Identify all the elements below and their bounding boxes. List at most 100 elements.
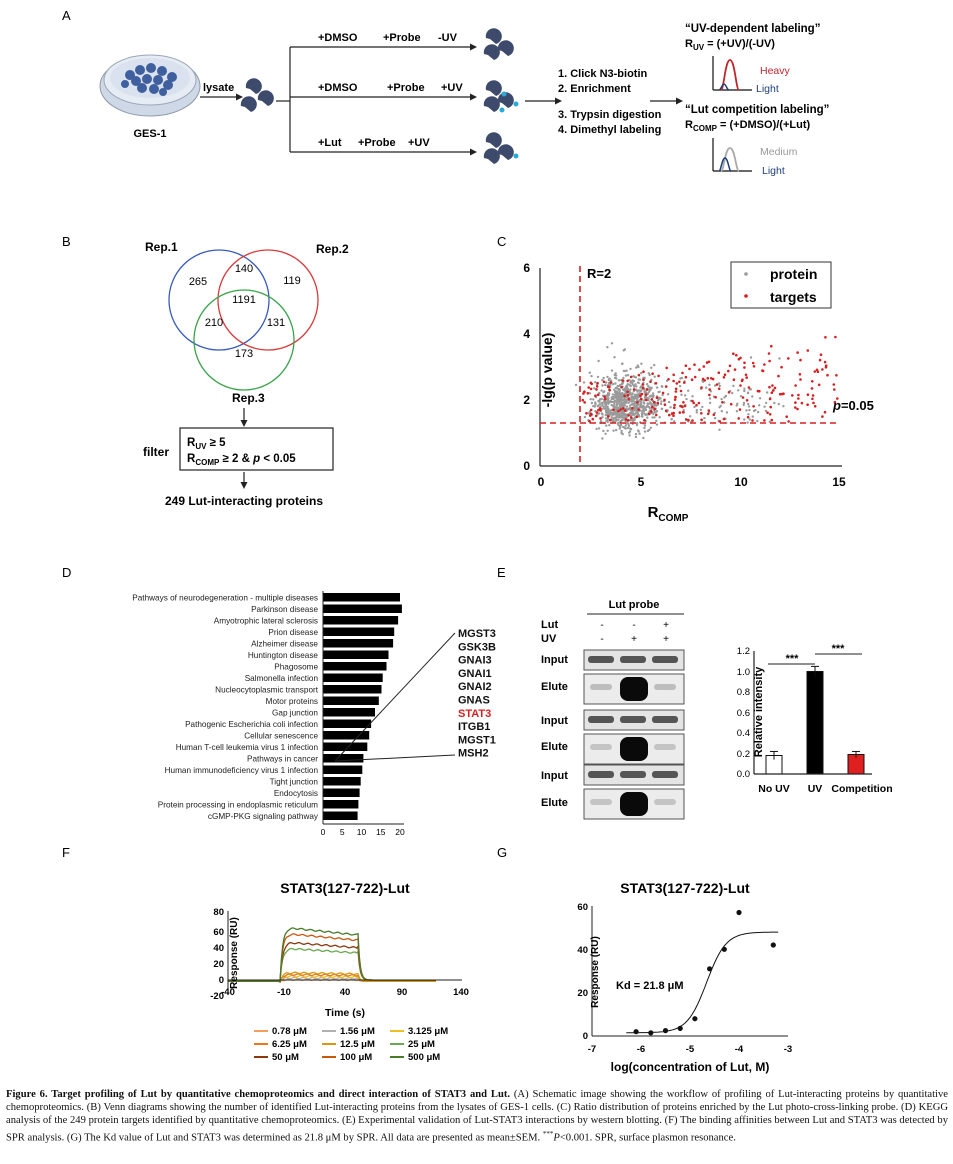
target-point bbox=[672, 379, 675, 383]
protein-point bbox=[701, 380, 705, 383]
venn-label-rep2: Rep.2 bbox=[316, 242, 349, 256]
protein-point bbox=[635, 422, 639, 425]
protein-point bbox=[699, 408, 703, 411]
svg-text:-5: -5 bbox=[686, 1044, 695, 1055]
protein-point bbox=[588, 371, 591, 374]
protein-point bbox=[653, 410, 656, 414]
kegg-bar bbox=[323, 742, 368, 751]
target-point bbox=[768, 413, 772, 416]
target-point bbox=[617, 409, 620, 413]
protein-point bbox=[773, 401, 776, 405]
protein-point bbox=[613, 395, 617, 398]
target-point bbox=[741, 396, 745, 399]
protein-point bbox=[608, 400, 612, 403]
protein-point bbox=[708, 383, 711, 386]
data-point bbox=[662, 1028, 669, 1034]
legend-label: 3.125 μM bbox=[408, 1026, 448, 1037]
protein-point bbox=[642, 407, 645, 411]
protein-point bbox=[643, 390, 646, 393]
target-point bbox=[626, 394, 630, 397]
protein-point bbox=[613, 388, 616, 391]
kegg-xtick: 15 bbox=[376, 827, 386, 837]
protein-point bbox=[747, 405, 751, 408]
kegg-bar bbox=[323, 788, 360, 797]
c-vline-label: R=2 bbox=[587, 266, 611, 281]
protein-point bbox=[633, 393, 636, 396]
target-point bbox=[630, 416, 633, 419]
petri-dish-icon bbox=[99, 54, 201, 117]
kegg-bar bbox=[323, 616, 399, 625]
target-point bbox=[746, 415, 750, 419]
caption-body: (A) Schematic image showing the workflow… bbox=[6, 1089, 948, 1144]
protein-point bbox=[601, 384, 604, 387]
protein-point bbox=[751, 395, 754, 398]
kegg-pathway-label: Amyotrophic lateral sclerosis bbox=[214, 617, 318, 626]
protein-point bbox=[642, 401, 645, 404]
target-point bbox=[835, 374, 838, 377]
protein-point bbox=[610, 396, 613, 399]
svg-text:0.2: 0.2 bbox=[737, 749, 750, 760]
svg-text:0: 0 bbox=[583, 1031, 588, 1042]
legend-label: 500 μM bbox=[408, 1052, 440, 1063]
kegg-bar bbox=[323, 811, 358, 820]
protein-point bbox=[607, 392, 611, 396]
target-point bbox=[819, 353, 823, 357]
kegg-pathway-label: Pathways of neurodegeneration - multiple… bbox=[132, 594, 318, 603]
target-point bbox=[761, 369, 764, 372]
g-annotation: Kd = 21.8 μM bbox=[616, 980, 684, 992]
target-point bbox=[655, 413, 658, 417]
protein-point bbox=[743, 387, 746, 390]
svg-text:+DMSO: +DMSO bbox=[318, 82, 358, 94]
protein-point bbox=[608, 424, 611, 427]
target-point bbox=[832, 383, 836, 386]
protein-point bbox=[616, 395, 620, 399]
filter-label: filter bbox=[143, 445, 169, 459]
protein-point bbox=[654, 403, 657, 406]
target-point bbox=[763, 419, 766, 422]
svg-text:-40: -40 bbox=[221, 987, 235, 998]
target-point bbox=[589, 387, 593, 391]
target-point bbox=[589, 408, 593, 412]
target-point bbox=[636, 401, 639, 404]
target-point bbox=[770, 418, 774, 422]
protein-point bbox=[621, 382, 624, 385]
c-legend-targets: targets bbox=[770, 289, 817, 305]
target-point bbox=[799, 358, 802, 362]
protein-point bbox=[592, 398, 595, 401]
protein-point bbox=[594, 401, 597, 404]
figure-canvas: A GES-1 lysate +DMSO +Probe -UV bbox=[62, 8, 893, 1074]
target-point bbox=[771, 384, 774, 387]
target-point bbox=[595, 411, 599, 414]
heavy-label: Heavy bbox=[760, 65, 791, 77]
target-point bbox=[639, 394, 642, 398]
light-label: Light bbox=[756, 83, 779, 95]
target-point bbox=[702, 365, 706, 368]
target-point bbox=[797, 393, 800, 397]
protein-point bbox=[650, 366, 653, 369]
protein-point bbox=[615, 400, 618, 403]
target-point bbox=[645, 398, 648, 402]
protein-point bbox=[619, 404, 622, 408]
protein-point bbox=[617, 421, 621, 424]
target-point bbox=[821, 368, 824, 371]
target-point bbox=[679, 389, 683, 393]
protein-point bbox=[601, 378, 604, 382]
target-point bbox=[722, 417, 726, 421]
protein-point bbox=[617, 418, 620, 421]
uv-labeling-title: “UV-dependent labeling” bbox=[685, 23, 820, 35]
protein-point bbox=[639, 402, 643, 405]
svg-text:-: - bbox=[632, 620, 635, 631]
target-point bbox=[737, 357, 741, 361]
target-point bbox=[712, 413, 716, 417]
target-point bbox=[619, 408, 622, 411]
target-point bbox=[695, 403, 698, 407]
protein-point bbox=[620, 431, 623, 435]
c-ticks: 0 5 10 15 0 2 4 6 bbox=[523, 261, 846, 489]
caption-title: Figure 6. Target profiling of Lut by qua… bbox=[6, 1089, 511, 1100]
protein-point bbox=[623, 407, 627, 410]
protein-point bbox=[731, 391, 734, 395]
protein-point bbox=[613, 416, 616, 419]
bar-chart-d: Pathways of neurodegeneration - multiple… bbox=[132, 593, 405, 837]
kegg-bar bbox=[323, 685, 382, 694]
target-point bbox=[723, 373, 727, 377]
